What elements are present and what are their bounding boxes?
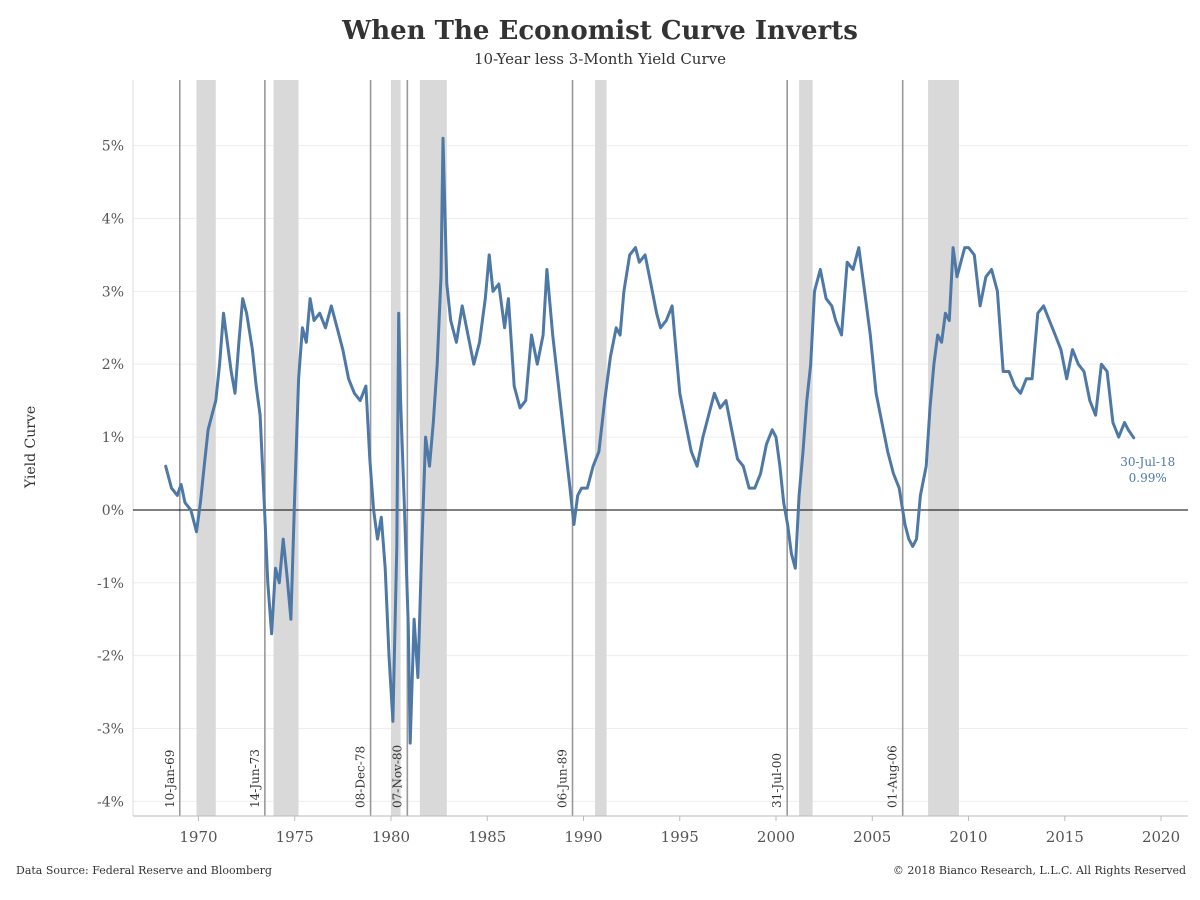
inversion-date-label: 01-Aug-06 xyxy=(886,745,900,808)
y-tick-label: 1% xyxy=(102,430,124,446)
end-date-annotation: 30-Jul-18 xyxy=(1120,455,1175,469)
inversion-date-label: 31-Jul-00 xyxy=(770,753,784,808)
inversion-date-label: 07-Nov-80 xyxy=(390,745,404,808)
recession-band xyxy=(928,80,959,816)
recession-band xyxy=(595,80,607,816)
y-tick-label: 2% xyxy=(102,357,124,373)
x-tick-label: 1985 xyxy=(468,828,506,846)
y-tick-label: -1% xyxy=(97,576,124,592)
inversion-markers: 10-Jan-69 14-Jun-73 08-Dec-78 07-Nov-80 06-J… xyxy=(163,80,904,816)
y-tick-label: 4% xyxy=(102,211,124,227)
y-tick-label: -4% xyxy=(97,794,124,810)
annotations: 30-Jul-18 0.99% xyxy=(1120,455,1175,485)
inversion-date-label: 10-Jan-69 xyxy=(163,750,177,808)
yield-curve-line xyxy=(164,136,1136,745)
recession-bands xyxy=(196,80,959,816)
y-tick-label: -2% xyxy=(97,649,124,665)
x-tick-label: 2000 xyxy=(757,828,795,846)
recession-band xyxy=(799,80,813,816)
y-tick-label: 0% xyxy=(102,503,124,519)
x-tick-label: 1970 xyxy=(179,828,217,846)
x-tick-label: 2020 xyxy=(1142,828,1180,846)
chart-title: When The Economist Curve Inverts xyxy=(342,16,858,46)
end-value-annotation: 0.99% xyxy=(1129,471,1167,485)
x-tick-label: 2005 xyxy=(853,828,891,846)
x-tick-label: 1980 xyxy=(372,828,410,846)
chart-subtitle: 10-Year less 3-Month Yield Curve xyxy=(474,50,726,68)
inversion-date-label: 08-Dec-78 xyxy=(354,746,368,808)
recession-band xyxy=(390,80,401,816)
y-tick-label: -3% xyxy=(97,722,124,738)
x-tick-label: 1990 xyxy=(564,828,602,846)
inversion-date-label: 14-Jun-73 xyxy=(248,749,262,808)
y-tick-label: 3% xyxy=(102,284,124,300)
y-tick-label: 5% xyxy=(102,139,124,155)
inversion-date-label: 06-Jun-89 xyxy=(556,749,570,808)
x-tick-label: 1975 xyxy=(276,828,314,846)
series xyxy=(164,136,1136,745)
x-tick-label: 1995 xyxy=(661,828,699,846)
copyright-note: © 2018 Bianco Research, L.L.C. All Right… xyxy=(892,864,1186,877)
axes: 5% 4% 3% 2% 1% 0% -1% -2% -3% -4% 1970 1975 1980 1985… xyxy=(97,80,1188,846)
y-axis-label: Yield Curve xyxy=(23,406,39,489)
recession-band xyxy=(273,80,299,816)
x-tick-label: 2010 xyxy=(949,828,987,846)
x-tick-label: 2015 xyxy=(1046,828,1084,846)
data-source-note: Data Source: Federal Reserve and Bloombe… xyxy=(16,864,272,877)
